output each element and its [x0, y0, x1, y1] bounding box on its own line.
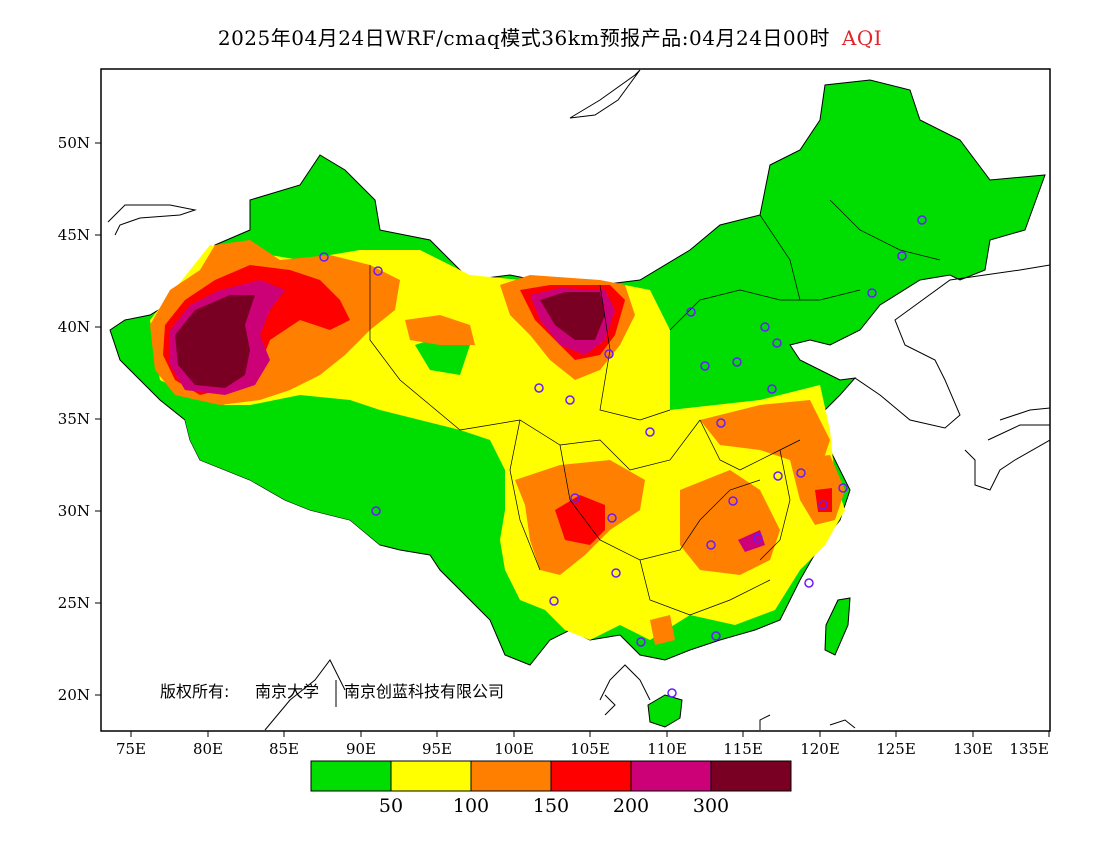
city-marker: [706, 540, 716, 550]
city-marker: [716, 418, 726, 428]
city-marker: [565, 395, 575, 405]
lon-tick-label: 120E: [800, 740, 840, 758]
city-marker: [760, 322, 770, 332]
city-marker: [667, 688, 677, 698]
city-marker: [732, 357, 742, 367]
colorbar-swatch: [310, 760, 392, 792]
city-marker: [753, 533, 763, 543]
lat-tick-label: 25N: [58, 594, 90, 612]
lon-tick-label: 95E: [422, 740, 452, 758]
aqi-zone-red-sichuan: [555, 495, 605, 545]
copyright-org2: 南京创蓝科技有限公司: [344, 682, 504, 701]
city-marker: [570, 493, 580, 503]
city-marker: [534, 383, 544, 393]
city-marker: [804, 578, 814, 588]
map-frame: [100, 68, 1051, 732]
aqi-zone-orange-qinghai-west: [405, 315, 475, 345]
lon-labels: 75E 80E 85E 90E 95E 100E 105E 110E 115E …: [116, 740, 1049, 758]
lon-tick-label: 115E: [723, 740, 763, 758]
lon-tick-label: 80E: [193, 740, 223, 758]
city-marker: [686, 307, 696, 317]
title-main: 2025年04月24日WRF/cmaq模式36km预报产品:04月24日00时: [217, 26, 830, 50]
aqi-zone-orange-south: [650, 615, 675, 645]
aqi-zone-maroon-xinjiang: [175, 295, 255, 388]
neighbor-coastlines: [107, 69, 1050, 731]
lat-tick-label: 50N: [58, 134, 90, 152]
aqi-zone-orange-central: [680, 470, 780, 575]
title-variable: AQI: [841, 26, 883, 50]
city-marker: [728, 496, 738, 506]
city-marker: [917, 215, 927, 225]
colorbar-swatch: [470, 760, 552, 792]
lon-tick-label: 105E: [570, 740, 610, 758]
lat-axis: [95, 142, 101, 696]
city-marker: [818, 500, 828, 510]
city-marker: [319, 252, 329, 262]
city-marker: [897, 251, 907, 261]
colorbar-swatch: [630, 760, 712, 792]
city-marker: [711, 631, 721, 641]
map-content: [107, 69, 1050, 731]
province-boundaries: [369, 199, 941, 616]
city-marker: [373, 266, 383, 276]
city-marker: [796, 468, 806, 478]
city-marker: [773, 471, 783, 481]
colorbar-label: 300: [693, 795, 729, 817]
lat-tick-label: 30N: [58, 502, 90, 520]
city-marker: [549, 596, 559, 606]
city-marker: [636, 637, 646, 647]
city-markers: [319, 215, 927, 698]
lon-tick-label: 85E: [269, 740, 299, 758]
aqi-zone-green-plateau: [185, 395, 505, 545]
lon-tick-label: 100E: [494, 740, 534, 758]
lat-tick-label: 35N: [58, 410, 90, 428]
city-marker: [867, 288, 877, 298]
colorbar-label: 50: [379, 795, 403, 817]
lon-tick-label: 130E: [953, 740, 993, 758]
lat-tick-label: 20N: [58, 686, 90, 704]
lon-tick-label: 110E: [647, 740, 687, 758]
taiwan-island: [824, 597, 851, 656]
copyright-notice: 版权所有: 南京大学 南京创蓝科技有限公司: [160, 680, 504, 707]
city-marker: [700, 361, 710, 371]
colorbar-swatch: [550, 760, 632, 792]
lon-tick-label: 90E: [346, 740, 376, 758]
lon-axis: [130, 731, 1050, 737]
colorbar-swatch: [710, 760, 792, 792]
aqi-zone-orange-east: [700, 400, 830, 470]
city-marker: [767, 384, 777, 394]
colorbar-label: 200: [613, 795, 649, 817]
city-marker: [838, 483, 848, 493]
lat-tick-label: 40N: [58, 318, 90, 336]
lat-labels: 50N 45N 40N 35N 30N 25N 20N: [58, 134, 90, 704]
aqi-zone-maroon-innermongolia: [540, 292, 605, 340]
city-marker: [604, 349, 614, 359]
city-marker: [371, 506, 381, 516]
city-marker: [611, 568, 621, 578]
copyright-org1: 南京大学: [255, 682, 319, 701]
hainan-island: [647, 694, 683, 728]
lon-tick-label: 125E: [876, 740, 916, 758]
colorbar-label: 100: [453, 795, 489, 817]
city-marker: [645, 427, 655, 437]
lat-tick-label: 45N: [58, 226, 90, 244]
colorbar-label: 150: [533, 795, 569, 817]
copyright-prefix: 版权所有:: [160, 682, 229, 701]
aqi-zone-magenta-jiangxi: [738, 530, 765, 552]
city-marker: [607, 513, 617, 523]
map-title: 2025年04月24日WRF/cmaq模式36km预报产品:04月24日00时 A…: [0, 22, 1100, 51]
aqi-colorbar: 50 100 150 200 300: [310, 760, 792, 817]
lon-tick-label: 75E: [116, 740, 146, 758]
colorbar-swatch: [390, 760, 472, 792]
lon-tick-label: 135E: [1009, 740, 1049, 758]
city-marker: [772, 338, 782, 348]
